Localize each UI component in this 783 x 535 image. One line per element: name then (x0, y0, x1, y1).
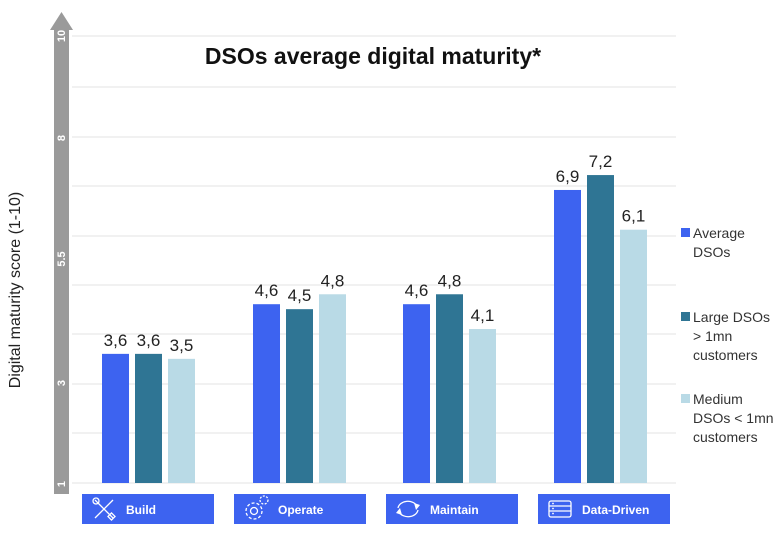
bar[interactable] (436, 294, 463, 483)
legend-label: > 1mn (693, 328, 732, 344)
legend-item: Average DSOs (681, 225, 745, 260)
bar-value-label: 4,8 (438, 271, 462, 290)
category-label: Operate (278, 503, 324, 517)
y-tick-label: 10 (56, 30, 68, 42)
wrench-screwdriver-icon-part (94, 499, 114, 519)
legend-swatch (681, 312, 690, 321)
legend-label: Large DSOs (693, 309, 770, 325)
bar-value-label: 6,9 (556, 167, 580, 186)
category-labels: Build Operate Maintain Data-Driven (82, 494, 670, 524)
axis-arrow-head (50, 12, 73, 30)
bar[interactable] (286, 309, 313, 483)
maturity-level-label: Advanced (36, 177, 48, 230)
bars: 3,6 3,6 3,5 4,6 4,5 4,8 4,6 4,8 4,1 6,9 7,2 6,1 (102, 152, 647, 484)
gear-icon (245, 495, 269, 520)
legend-swatch (681, 394, 690, 403)
refresh-cycle-icon (396, 500, 420, 518)
bar[interactable] (469, 329, 496, 483)
bar[interactable] (253, 304, 280, 483)
bar[interactable] (102, 353, 129, 483)
chart-title: DSOs average digital maturity* (205, 43, 541, 69)
legend-swatch (681, 228, 690, 237)
category-data-driven: Data-Driven (538, 494, 670, 524)
y-tick-label: 1 (56, 481, 68, 487)
server-icon-part (548, 500, 572, 518)
bar-value-label: 4,8 (321, 271, 345, 290)
wrench-screwdriver-icon-part (107, 512, 116, 521)
server-icon-part (552, 507, 554, 510)
bar-value-label: 4,6 (255, 281, 279, 300)
y-tick-label: 8 (56, 135, 68, 141)
bar-value-label: 3,6 (137, 331, 161, 350)
legend-item: Medium DSOs < 1mn customers (681, 391, 774, 445)
gridlines (72, 35, 676, 484)
bar[interactable] (319, 294, 346, 483)
axis-arrow-shaft (54, 28, 69, 494)
bar-value-label: 3,5 (170, 336, 194, 355)
bar[interactable] (135, 353, 162, 483)
bar-value-label: 3,6 (104, 331, 128, 350)
category-label: Build (126, 503, 156, 517)
legend-label: Average (693, 225, 745, 241)
legend-label: customers (693, 429, 758, 445)
bar[interactable] (554, 189, 581, 483)
gear-icon-part (245, 502, 263, 520)
bar-value-label: 4,1 (471, 306, 495, 325)
category-box (538, 494, 670, 524)
legend-label: customers (693, 347, 758, 363)
bar[interactable] (168, 358, 195, 483)
refresh-cycle-icon-part (414, 503, 420, 510)
y-tick-label: 5.5 (56, 251, 68, 266)
legend-item: Large DSOs > 1mn customers (681, 309, 770, 363)
y-axis-label: Digital maturity score (1-10) (7, 192, 24, 389)
bar[interactable] (403, 304, 430, 483)
y-tick-label: 3 (56, 380, 68, 386)
bar-value-label: 4,6 (405, 281, 429, 300)
gear-icon-part (249, 506, 259, 516)
category-label: Data-Driven (582, 503, 649, 517)
bar[interactable] (620, 229, 647, 483)
wrench-screwdriver-icon-part (92, 497, 100, 505)
bar-value-label: 6,1 (622, 207, 646, 226)
legend-label: Medium (693, 391, 743, 407)
maturity-level-label: Basic (36, 422, 48, 451)
maturity-level-label: Emerging (36, 308, 48, 359)
legend-label: DSOs < 1mn (693, 410, 774, 426)
server-icon (548, 500, 572, 518)
bar-value-label: 7,2 (589, 152, 613, 171)
gear-icon-part (259, 495, 269, 505)
category-box (386, 494, 518, 524)
bar[interactable] (587, 175, 614, 484)
maturity-level-label: Leading (36, 64, 48, 106)
wrench-screwdriver-icon (92, 497, 116, 521)
server-icon-part (552, 502, 554, 505)
category-label: Maintain (430, 503, 479, 517)
category-maintain: Maintain (386, 494, 518, 524)
y-axis: 1 3 5.5 8 10 Basic Emerging Advanced Leading (36, 12, 73, 494)
bar-value-label: 4,5 (288, 286, 312, 305)
refresh-cycle-icon-part (396, 508, 402, 515)
server-icon-part (552, 512, 554, 515)
category-build: Build (82, 494, 214, 524)
legend-label: DSOs (693, 244, 730, 260)
category-operate: Operate (234, 494, 366, 524)
